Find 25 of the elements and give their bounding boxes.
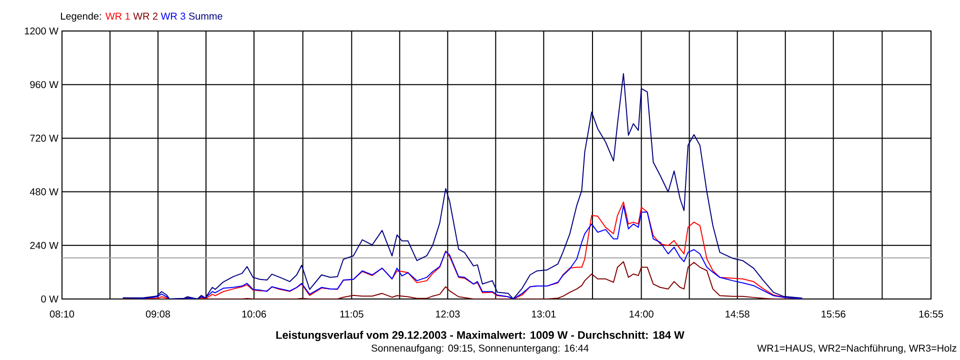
y-tick-label: 960 W [30,81,58,88]
x-tick-label: 08:10 [50,310,74,318]
y-tick-label: 1200 W [24,27,58,35]
text: WR 2 [133,12,158,20]
y-tick-label: 720 W [30,134,58,142]
line-series [122,73,803,299]
text: WR 1 [105,12,130,20]
x-tick-label: 15:56 [822,310,846,318]
text: WR1=HAUS, WR2=Nachführung, WR3=Holz [757,344,956,354]
x-tick-label: 14:58 [726,310,750,318]
text: Sonnenaufgang: 09:15, Sonnenuntergang: 16:44 [372,344,589,354]
x-tick-label: 11:05 [340,310,364,318]
y-tick-label: 240 W [30,242,58,249]
text: Leistungsverlauf vom 29.12.2003 - Maximalwert: 1009 W - Durchschnitt: 184 W [276,330,684,342]
x-tick-label: 13:01 [532,310,556,318]
x-tick-label: 10:06 [242,310,266,318]
x-tick-label: 12:03 [436,310,460,318]
legend-title: Legende: [61,12,101,22]
y-tick-label: 0 W [41,295,58,303]
text: WR 3 [160,12,186,20]
y-tick-label: 480 W [30,188,58,196]
x-tick-label: 14:00 [630,310,654,318]
text: Summe [188,12,222,20]
x-tick-label: 16:55 [919,310,944,318]
x-tick-label: 09:08 [146,310,170,318]
